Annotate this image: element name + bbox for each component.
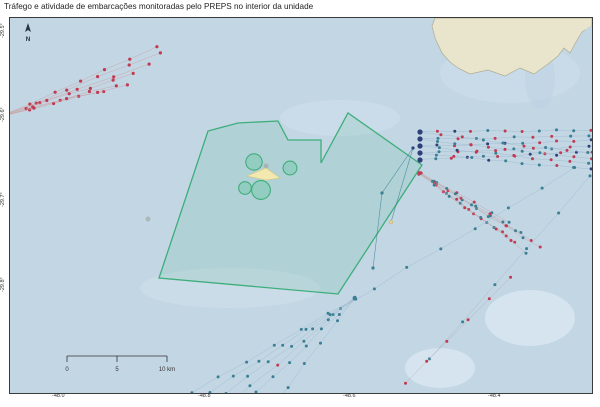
svg-text:N: N <box>26 36 31 43</box>
svg-text:10 km: 10 km <box>159 367 175 373</box>
